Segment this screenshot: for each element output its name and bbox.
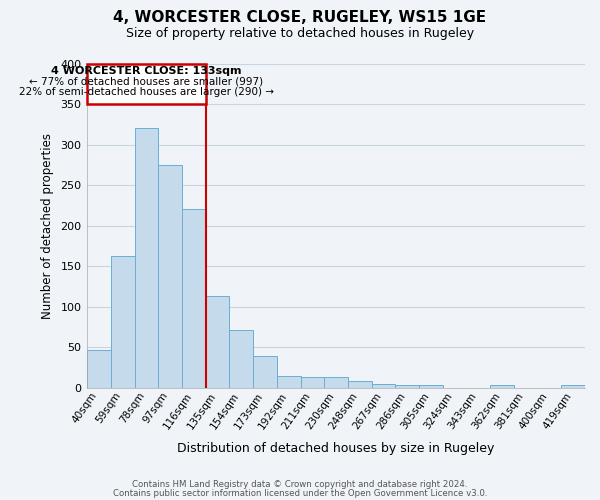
Bar — [206, 296, 229, 388]
Text: Contains HM Land Registry data © Crown copyright and database right 2024.: Contains HM Land Registry data © Crown c… — [132, 480, 468, 489]
X-axis label: Distribution of detached houses by size in Rugeley: Distribution of detached houses by size … — [178, 442, 495, 455]
Bar — [348, 382, 371, 388]
Bar — [395, 386, 419, 388]
Bar — [324, 376, 348, 388]
Text: Contains public sector information licensed under the Open Government Licence v3: Contains public sector information licen… — [113, 488, 487, 498]
Bar — [301, 376, 324, 388]
Bar — [561, 386, 585, 388]
Bar — [158, 165, 182, 388]
Bar — [87, 350, 111, 388]
Bar — [182, 209, 206, 388]
Bar — [134, 128, 158, 388]
Text: ← 77% of detached houses are smaller (997): ← 77% of detached houses are smaller (99… — [29, 77, 263, 87]
FancyBboxPatch shape — [87, 64, 206, 104]
Bar — [277, 376, 301, 388]
Bar — [111, 256, 134, 388]
Bar — [490, 386, 514, 388]
Text: Size of property relative to detached houses in Rugeley: Size of property relative to detached ho… — [126, 28, 474, 40]
Y-axis label: Number of detached properties: Number of detached properties — [41, 133, 53, 319]
Text: 22% of semi-detached houses are larger (290) →: 22% of semi-detached houses are larger (… — [19, 86, 274, 97]
Text: 4, WORCESTER CLOSE, RUGELEY, WS15 1GE: 4, WORCESTER CLOSE, RUGELEY, WS15 1GE — [113, 10, 487, 25]
Bar — [419, 386, 443, 388]
Bar — [253, 356, 277, 388]
Text: 4 WORCESTER CLOSE: 133sqm: 4 WORCESTER CLOSE: 133sqm — [51, 66, 242, 76]
Bar — [371, 384, 395, 388]
Bar — [229, 330, 253, 388]
